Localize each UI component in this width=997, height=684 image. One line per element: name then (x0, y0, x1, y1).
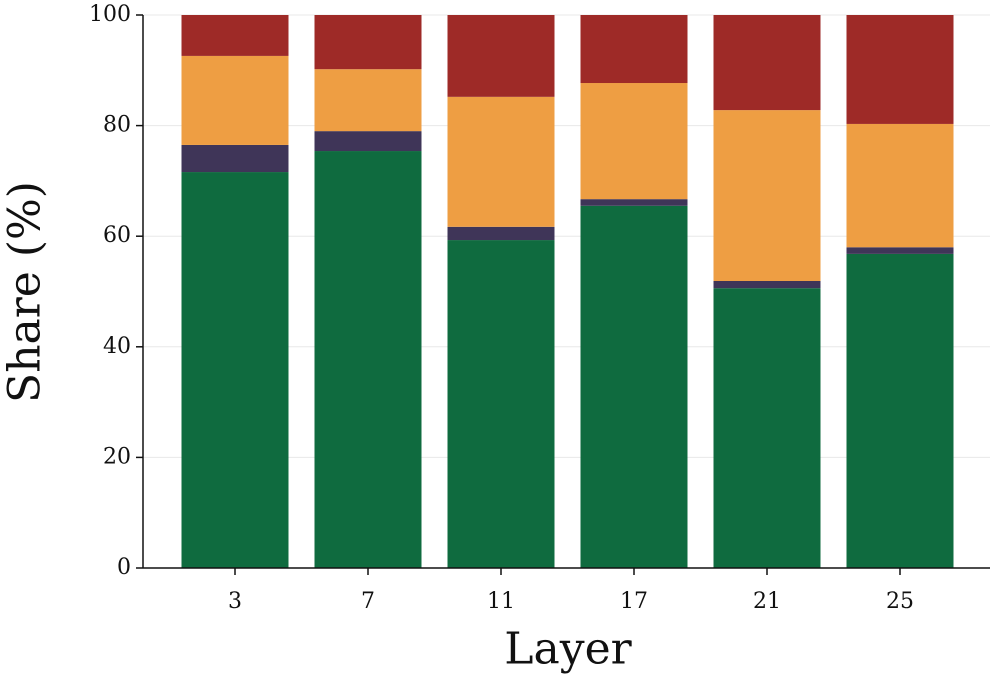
bar-segment (713, 280, 821, 289)
x-tick-label: 7 (361, 589, 375, 614)
y-tick-label: 80 (103, 113, 131, 138)
bar-segment (447, 96, 555, 227)
bar-segment (181, 172, 289, 568)
x-tick-label: 11 (487, 589, 515, 614)
bar-segment (181, 15, 289, 56)
bar-segment (181, 55, 289, 145)
y-tick-label: 20 (103, 444, 131, 469)
bar-segment (580, 205, 688, 568)
x-axis-label: Layer (504, 624, 632, 675)
bar-segment (580, 83, 688, 200)
bar-segment (314, 15, 422, 70)
bar-segment (314, 151, 422, 568)
y-tick-label: 40 (103, 334, 131, 359)
y-tick-label: 0 (117, 555, 131, 580)
bar-segment (713, 15, 821, 111)
bar-segment (580, 199, 688, 206)
bar-segment (846, 15, 954, 124)
x-tick-label: 17 (620, 589, 648, 614)
bar-segment (846, 253, 954, 568)
bar-segment (713, 288, 821, 568)
bar-segment (314, 69, 422, 132)
bar-segment (846, 247, 954, 254)
y-axis-label: Share (%) (0, 181, 51, 403)
bar-segment (580, 15, 688, 84)
bar-segment (181, 144, 289, 173)
x-tick-label: 3 (228, 589, 242, 614)
x-tick-label: 21 (753, 589, 781, 614)
bar-segment (447, 226, 555, 241)
y-tick-label: 100 (89, 2, 131, 27)
bar-segment (447, 15, 555, 97)
y-tick-label: 60 (103, 223, 131, 248)
bar-segment (846, 123, 954, 248)
bar-segment (314, 131, 422, 152)
bar-segment (713, 110, 821, 281)
x-tick-label: 25 (886, 589, 914, 614)
bar-segment (447, 240, 555, 569)
